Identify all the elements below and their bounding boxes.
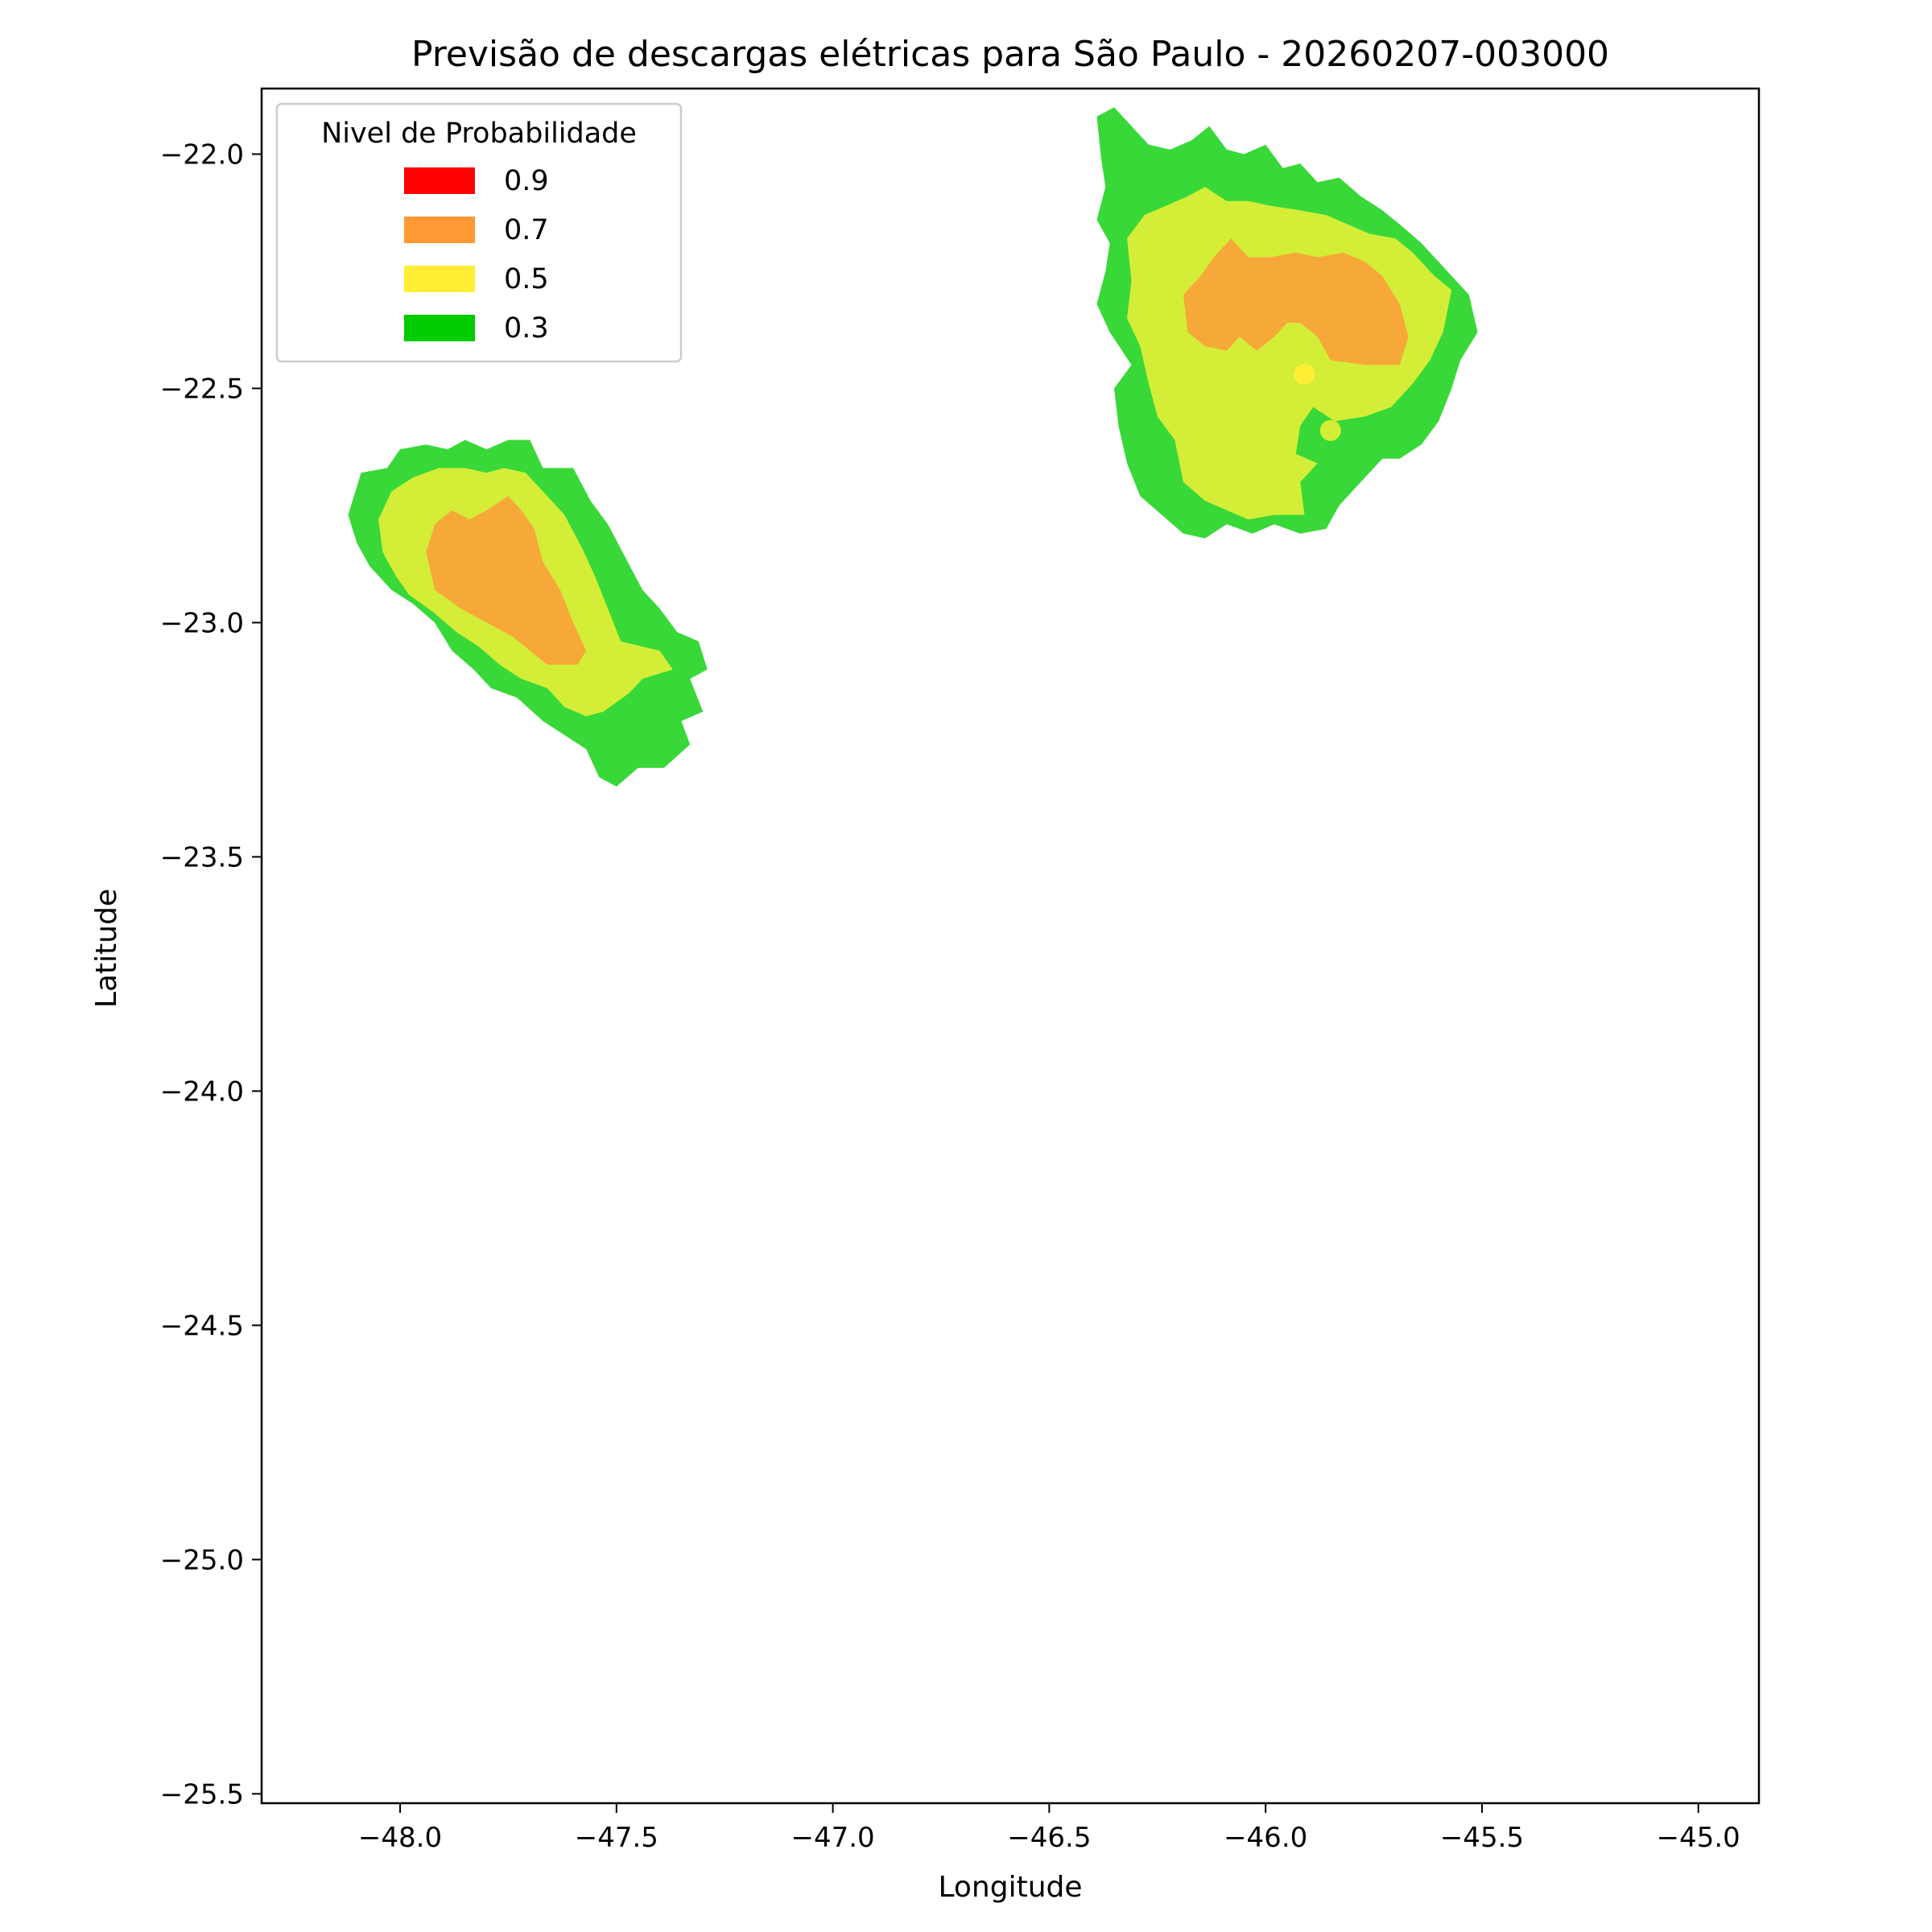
y-tick-label: −22.5 [160, 373, 244, 405]
legend-label-09: 0.9 [504, 165, 549, 197]
legend-swatch-07 [404, 217, 475, 243]
x-tick-label: −47.0 [791, 1822, 874, 1854]
x-tick-label: −48.0 [358, 1822, 442, 1854]
y-tick-label: −24.0 [160, 1075, 244, 1108]
x-tick-label: −47.5 [575, 1822, 658, 1854]
x-axis-title: Longitude [938, 1871, 1082, 1904]
probability-spot-0 [1294, 364, 1315, 385]
y-tick-label: −24.5 [160, 1310, 244, 1342]
legend: Nivel de Probabilidade 0.9 0.7 0.5 0.3 [275, 102, 683, 363]
x-axis: −48.0 −47.5 −47.0 −46.5 −46.0 −45.5 −45.0 [358, 1803, 1740, 1854]
y-tick-label: −25.0 [160, 1544, 244, 1576]
legend-swatch-03 [404, 315, 475, 341]
contour-region-07-5 [1183, 238, 1409, 365]
y-tick-label: −22.0 [160, 138, 244, 171]
contour-region-07-2 [426, 496, 587, 665]
probability-spot-1 [1319, 419, 1341, 441]
legend-entries: 0.9 0.7 0.5 0.3 [404, 165, 549, 345]
legend-swatch-09 [404, 167, 475, 194]
legend-label-07: 0.7 [504, 214, 549, 246]
chart-title: Previsão de descargas elétricas para São… [411, 34, 1609, 75]
x-tick-label: −45.0 [1657, 1822, 1740, 1854]
legend-box [275, 102, 683, 363]
x-tick-label: −45.5 [1440, 1822, 1524, 1854]
y-tick-label: −23.5 [160, 841, 244, 873]
legend-title: Nivel de Probabilidade [321, 118, 637, 150]
legend-swatch-05 [404, 266, 475, 292]
axes-frame [260, 87, 1761, 1805]
y-axis-title: Latitude [90, 889, 123, 1008]
y-tick-label: −25.5 [160, 1778, 244, 1810]
plot-area [348, 107, 1478, 787]
legend-label-05: 0.5 [504, 263, 549, 295]
y-tick-label: −23.0 [160, 607, 244, 639]
x-tick-label: −46.5 [1007, 1822, 1091, 1854]
y-axis: −22.0 −22.5 −23.0 −23.5 −24.0 −24.5 −25.0 −25.5 [160, 138, 262, 1810]
x-tick-label: −46.0 [1224, 1822, 1307, 1854]
legend-label-03: 0.3 [504, 312, 549, 345]
